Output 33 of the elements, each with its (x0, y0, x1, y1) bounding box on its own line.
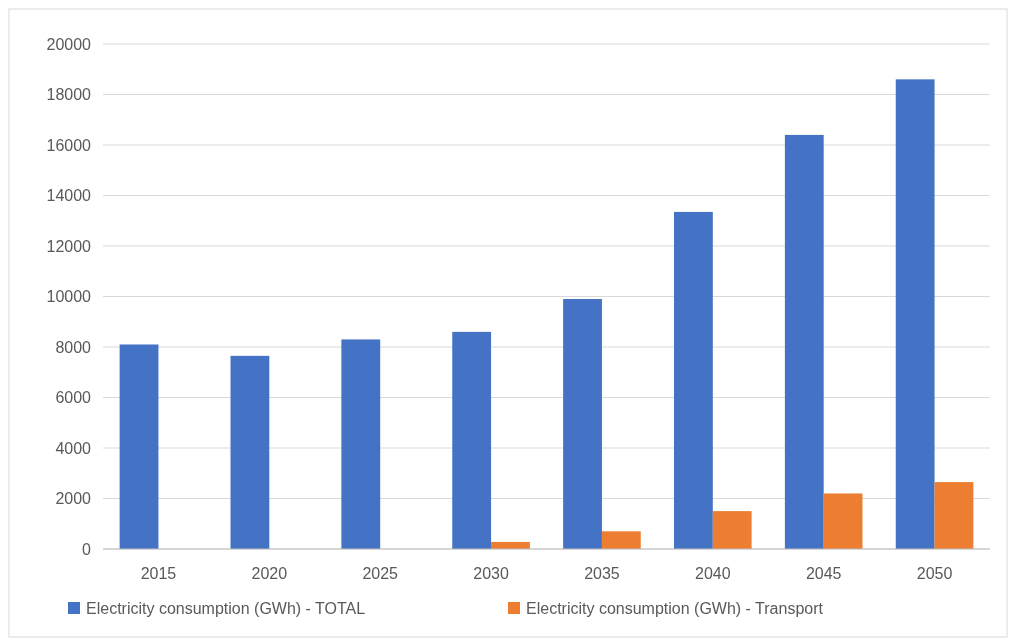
legend-label: Electricity consumption (GWh) - Transport (526, 599, 824, 617)
y-tick-label: 4000 (55, 439, 92, 457)
bar (230, 355, 270, 549)
y-tick-label: 18000 (46, 86, 92, 104)
y-tick-label: 10000 (46, 288, 92, 306)
x-tick-label: 2040 (695, 565, 731, 582)
bar (674, 211, 713, 549)
bar (601, 531, 641, 549)
y-tick-label: 16000 (46, 136, 92, 154)
bar (119, 344, 159, 549)
legend-label: Electricity consumption (GWh) - TOTAL (86, 599, 366, 617)
bar (341, 339, 381, 549)
bar (895, 79, 935, 549)
y-tick-label: 0 (82, 540, 92, 558)
y-tick-label: 2000 (55, 490, 92, 508)
bar (712, 511, 752, 549)
bar (784, 134, 824, 549)
bar (563, 299, 602, 549)
bar (934, 482, 974, 549)
y-tick-label: 14000 (46, 187, 92, 205)
x-tick-label: 2015 (140, 565, 177, 582)
y-tick-label: 8000 (55, 338, 92, 356)
x-tick-label: 2030 (473, 565, 509, 582)
y-tick-label: 20000 (46, 35, 92, 53)
y-tick-label: 12000 (46, 237, 92, 255)
bar (452, 331, 492, 549)
x-tick-label: 2025 (362, 565, 399, 582)
x-tick-label: 2045 (805, 565, 842, 582)
x-tick-label: 2050 (916, 565, 953, 582)
bar (823, 493, 863, 549)
y-tick-label: 6000 (55, 389, 92, 407)
x-tick-label: 2020 (251, 565, 288, 582)
x-tick-label: 2035 (584, 565, 620, 582)
